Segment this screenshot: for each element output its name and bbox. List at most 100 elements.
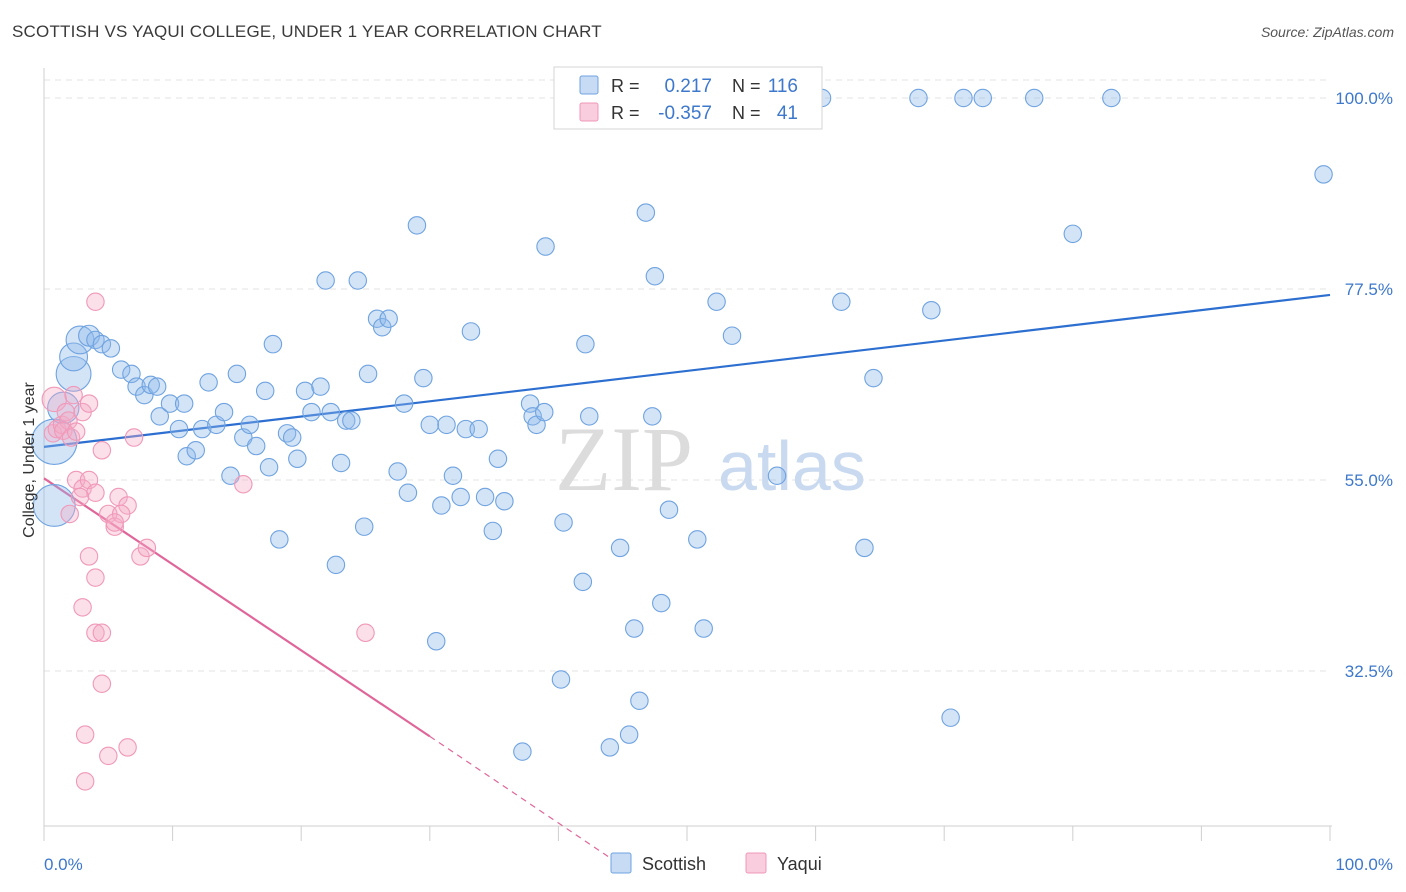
scottish-point [358, 364, 378, 384]
scottish-point [619, 725, 639, 744]
yaqui-point [92, 623, 112, 643]
yaqui-point [86, 623, 105, 643]
scottish-point [150, 407, 169, 426]
yaqui-point [137, 538, 157, 558]
yaqui-point [92, 674, 112, 693]
y-tick-label-3: 100.0% [1335, 89, 1393, 108]
scottish-r-label: R = [611, 76, 640, 96]
scottish-point [331, 453, 351, 473]
scottish-point [475, 487, 495, 507]
scottish-point [92, 334, 112, 354]
scottish-point [342, 411, 361, 430]
scottish-n-value: 116 [768, 76, 798, 97]
scottish-point [643, 407, 662, 426]
scottish-swatch [579, 75, 599, 95]
scottish-point [610, 538, 630, 558]
scottish-point [407, 216, 427, 235]
scottish-point [832, 292, 851, 311]
yaqui-point [60, 504, 79, 524]
scottish-point [354, 517, 374, 536]
scottish-point [59, 342, 89, 372]
legend-scottish-label: Scottish [642, 854, 706, 874]
scottish-point [259, 458, 279, 477]
scottish-point [600, 738, 620, 757]
scottish-point [160, 394, 180, 413]
yaqui-point [92, 441, 112, 460]
yaqui-point [234, 474, 253, 494]
scottish-point [420, 415, 440, 435]
yaqui-point [75, 725, 95, 744]
scottish-point [954, 88, 973, 108]
scottish-point [469, 419, 488, 439]
yaqui-point [356, 623, 375, 643]
stats-legend: R = 0.217 N = 116 R = -0.357 N = 41 [553, 66, 823, 130]
yaqui-r-value: -0.357 [658, 103, 712, 124]
scottish-point [295, 381, 315, 401]
scottish-point [1063, 224, 1083, 244]
legend-yaqui-swatch [745, 852, 767, 874]
scottish-point [227, 364, 247, 384]
yaqui-point [99, 746, 118, 766]
scottish-point [111, 360, 131, 379]
scottish-point [240, 415, 260, 435]
scottish-n-label: N = [732, 76, 761, 96]
y-tick-label-0: 32.5% [1345, 662, 1393, 681]
yaqui-point [61, 428, 81, 447]
scottish-point [288, 449, 307, 469]
y-tick-labels: 32.5% 55.0% 77.5% 100.0% [1335, 89, 1393, 681]
yaqui-point [79, 547, 99, 566]
scottish-point [554, 513, 573, 532]
scottish-point [169, 419, 189, 439]
scottish-point [722, 326, 742, 345]
scottish-point [414, 368, 433, 388]
scottish-point [388, 462, 407, 481]
scottish-point [311, 377, 330, 396]
yaqui-point [64, 385, 83, 405]
scottish-point [864, 368, 883, 388]
scottish-point [1024, 88, 1044, 108]
scottish-point [147, 377, 167, 396]
yaqui-point [66, 422, 86, 441]
scottish-point [580, 407, 599, 426]
scottish-point [177, 446, 196, 466]
scottish-point [437, 415, 456, 435]
watermark-zip: ZIP [555, 408, 693, 510]
scottish-point [909, 88, 928, 108]
scottish-point [1102, 88, 1121, 108]
series-legend: Scottish Yaqui [610, 852, 822, 874]
yaqui-point [79, 394, 99, 413]
chart-source: Source: ZipAtlas.com [1260, 24, 1394, 40]
scottish-point [495, 491, 514, 511]
scottish-point [922, 300, 941, 320]
yaqui-swatch [579, 102, 599, 122]
yaqui-point [105, 513, 124, 532]
scottish-point [174, 394, 194, 413]
yaqui-point [86, 292, 105, 311]
scottish-point [246, 436, 266, 456]
scottish-point [101, 339, 121, 358]
chart-title: SCOTTISH VS YAQUI COLLEGE, UNDER 1 YEAR … [12, 22, 602, 41]
axes [43, 68, 1332, 841]
scottish-point [379, 309, 398, 328]
scottish-point [199, 373, 218, 392]
scottish-point [941, 708, 960, 727]
yaqui-point [86, 483, 105, 502]
scottish-r-value: 0.217 [664, 76, 712, 97]
scottish-point [625, 619, 644, 638]
scottish-point [192, 419, 212, 439]
scottish-point [630, 691, 649, 710]
yaqui-n-label: N = [732, 103, 761, 123]
scottish-point [302, 402, 321, 422]
watermark-atlas: atlas [718, 427, 866, 505]
x-tick-label-1: 100.0% [1335, 855, 1393, 874]
scottish-point [263, 334, 283, 354]
scottish-point [255, 381, 275, 401]
scottish-point [186, 441, 205, 460]
scottish-point [456, 419, 476, 439]
scottish-point [321, 402, 341, 422]
scottish-point [973, 88, 993, 108]
scottish-point [348, 271, 368, 290]
scottish-point [451, 487, 470, 507]
y-tick-label-2: 77.5% [1345, 280, 1393, 299]
y-axis-label: College, Under 1 year [21, 382, 38, 538]
